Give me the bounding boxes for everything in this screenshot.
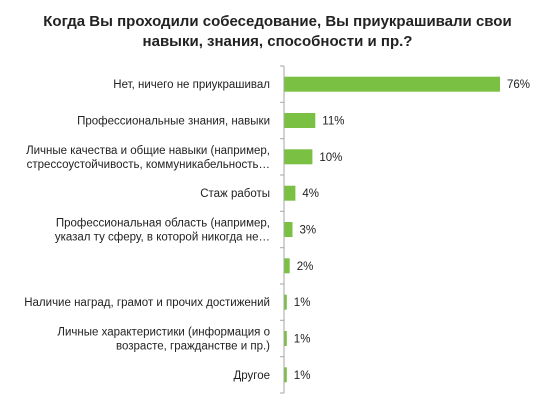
category-label-2-1: стрессоустойчивость, коммуникабельность…: [27, 159, 270, 171]
chart-title: Когда Вы проходили собеседование, Вы при…: [0, 12, 555, 52]
bar-4: [284, 222, 293, 237]
bar-7: [284, 331, 287, 346]
bar-2: [284, 149, 313, 165]
bar-3: [284, 185, 296, 201]
category-label-2-0: Личные качества и общие навыки (например…: [26, 145, 270, 157]
value-label-7: 1%: [294, 334, 311, 346]
category-label-4-1: указал ту сферу, в которой никогда не…: [55, 232, 270, 244]
value-label-6: 1%: [294, 297, 311, 309]
chart-title-line-2: навыки, знания, способности и пр.?: [142, 33, 413, 50]
category-label-1-0: Профессиональные знания, навыки: [77, 116, 270, 128]
bar-8: [284, 367, 287, 383]
bar-1: [284, 113, 316, 128]
bar-6: [284, 294, 287, 310]
category-label-8-0: Другое: [233, 370, 270, 382]
bar-5: [284, 258, 290, 274]
value-label-8: 1%: [294, 370, 311, 382]
bar-0: [284, 76, 500, 92]
value-label-3: 4%: [302, 188, 319, 200]
value-label-0: 76%: [507, 79, 530, 91]
value-label-5: 2%: [297, 261, 314, 273]
category-label-6-0: Наличие наград, грамот и прочих достижен…: [24, 297, 270, 309]
chart-title-line-1: Когда Вы проходили собеседование, Вы при…: [43, 13, 512, 30]
category-label-7-0: Личные характеристики (информация о: [57, 327, 270, 339]
value-label-2: 10%: [319, 152, 342, 164]
value-label-4: 3%: [300, 225, 317, 237]
category-label-3-0: Стаж работы: [200, 188, 270, 200]
value-label-1: 11%: [322, 116, 344, 128]
category-label-4-0: Профессиональная область (например,: [56, 218, 270, 230]
category-label-0-0: Нет, ничего не приукрашивал: [113, 79, 270, 91]
category-label-7-1: возрасте, гражданстве и пр.): [116, 341, 270, 353]
